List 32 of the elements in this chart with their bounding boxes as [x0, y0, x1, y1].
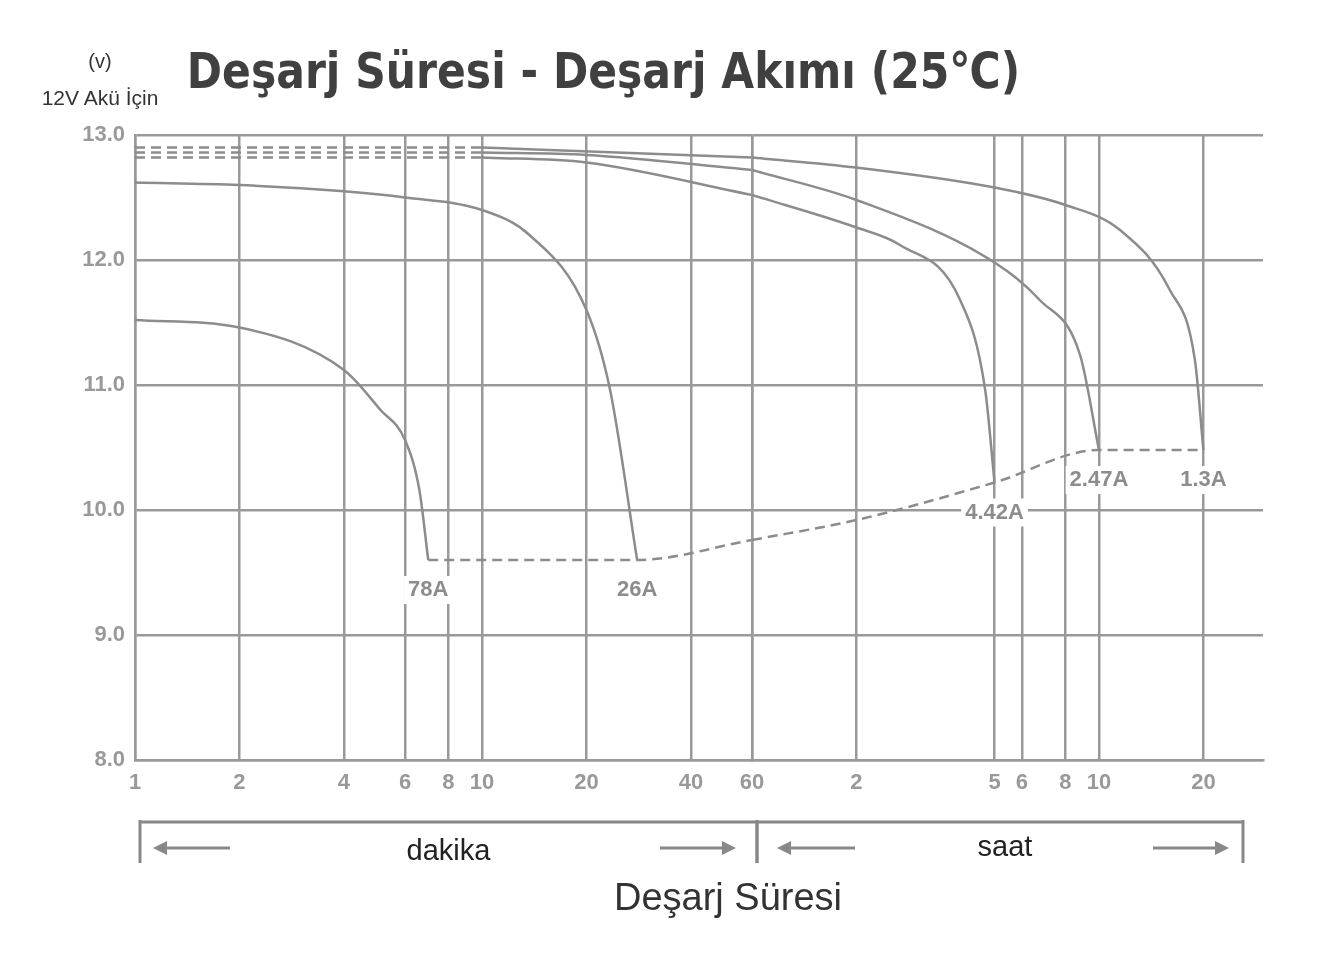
x-tick-label: 2 [233, 769, 246, 795]
series-label: 1.3A [1180, 466, 1227, 492]
x-tick-label: 8 [1059, 769, 1072, 795]
text: 12V Akü İçin [41, 86, 159, 109]
x-tick-label: 20 [1191, 769, 1216, 795]
y-tick-label: 9.0 [94, 621, 125, 647]
x-tick-label: 5 [988, 769, 1001, 795]
y-axis-title: (v) [87, 50, 113, 73]
x-tick-label: 4 [337, 769, 351, 795]
chart-title: Deşarj Süresi - Deşarj Akımı (25℃) [186, 42, 1021, 100]
x-tick-label: 40 [678, 769, 704, 795]
x-tick-label: 6 [398, 769, 412, 795]
x-tick-label: 10 [469, 769, 495, 795]
x-tick-label: 10 [1086, 769, 1112, 795]
x-tick-label: 60 [739, 769, 765, 795]
x-tick-label: 8 [442, 769, 455, 795]
x-axis-title: Deşarj Süresi [612, 876, 844, 919]
x-tick-label: 6 [1015, 769, 1029, 795]
text: saat [976, 830, 1034, 863]
y-tick-label: 11.0 [83, 371, 125, 397]
series-label: 2.47A [1069, 466, 1129, 492]
y-tick-label: 13.0 [82, 121, 125, 147]
series-label: 78A [408, 576, 449, 602]
x-tick-label: 2 [850, 769, 863, 795]
text: dakika [405, 834, 492, 867]
series-label: 4.42A [965, 498, 1024, 524]
series-label: 26A [616, 576, 658, 602]
x-tick-label: 1 [128, 769, 142, 795]
y-tick-label: 12.0 [82, 246, 125, 272]
x-tick-label: 20 [574, 769, 599, 795]
y-tick-label: 8.0 [94, 746, 125, 772]
y-tick-label: 10.0 [82, 496, 125, 522]
